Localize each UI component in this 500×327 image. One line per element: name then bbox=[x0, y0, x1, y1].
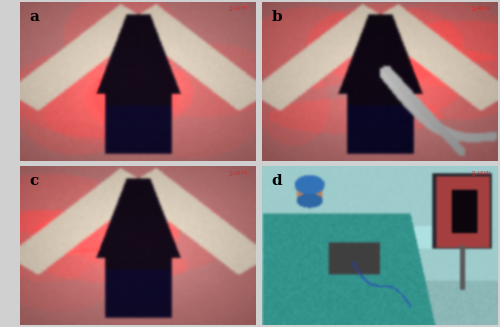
Text: c: c bbox=[30, 174, 38, 188]
Text: ⓟLARYN: ⓟLARYN bbox=[229, 171, 248, 176]
Text: ⓟLARYN: ⓟLARYN bbox=[472, 7, 490, 11]
Text: ⓟLARYN: ⓟLARYN bbox=[472, 171, 490, 176]
Text: b: b bbox=[272, 9, 282, 24]
Text: ⓟLARYN: ⓟLARYN bbox=[229, 7, 248, 11]
Text: a: a bbox=[30, 9, 40, 24]
Text: d: d bbox=[272, 174, 282, 188]
